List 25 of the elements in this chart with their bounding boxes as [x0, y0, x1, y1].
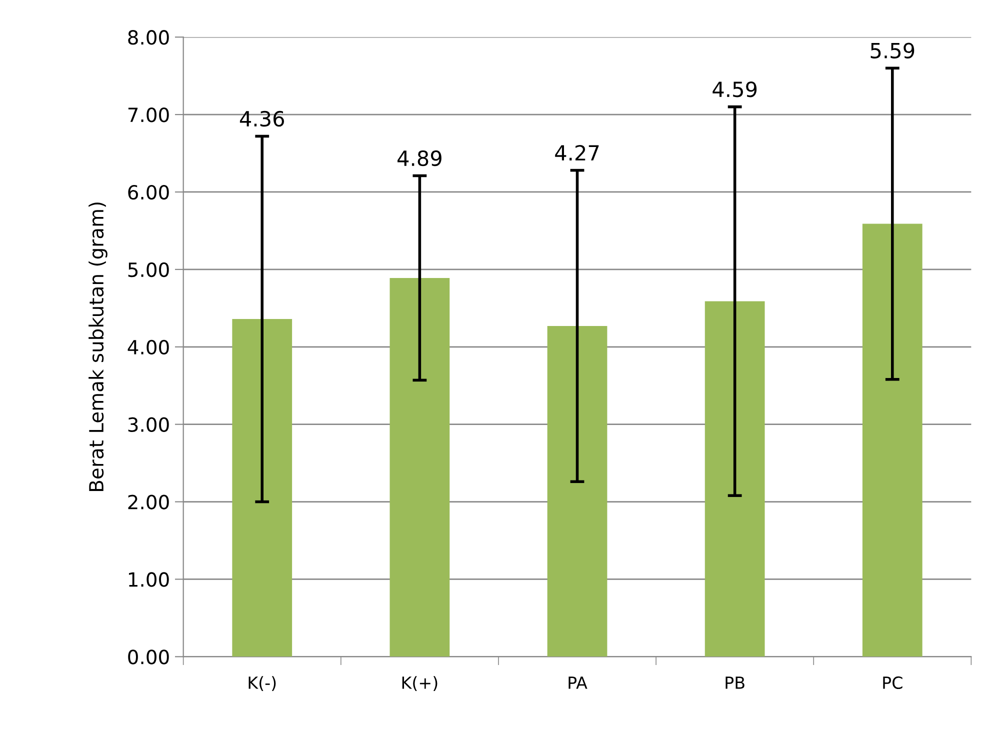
annotation: 5.59: [870, 42, 914, 58]
annotation: 4.36: [240, 110, 284, 127]
annotation: 4.59: [712, 81, 757, 98]
x-tick-label: PB: [726, 676, 744, 689]
y-tick-label: 3.00: [128, 417, 169, 432]
y-axis-title: Berat Lemak subkutan (gram): [88, 202, 108, 491]
x-tick-label: PC: [883, 676, 902, 690]
bar: [547, 326, 608, 657]
y-tick-label: 6.00: [128, 184, 169, 200]
y-tick-label: 7.00: [128, 108, 169, 122]
x-tick-label: PA: [568, 676, 588, 689]
y-tick-label: 2.00: [128, 494, 169, 510]
x-tick-label: K(-): [248, 676, 276, 691]
y-tick-label: 5.00: [128, 262, 169, 278]
annotation: 4.89: [398, 150, 442, 166]
bar: [390, 278, 450, 657]
y-tick-label: 1.00: [128, 572, 169, 587]
annotation: 4.27: [555, 144, 599, 160]
bar: [232, 319, 292, 657]
y-tick-label: 8.00: [128, 30, 169, 45]
y-tick-label: 4.00: [128, 340, 169, 355]
bar: [862, 224, 922, 657]
y-tick-label: 0.00: [128, 650, 169, 664]
bar: [704, 301, 765, 657]
x-tick-label: K(+): [402, 676, 438, 691]
